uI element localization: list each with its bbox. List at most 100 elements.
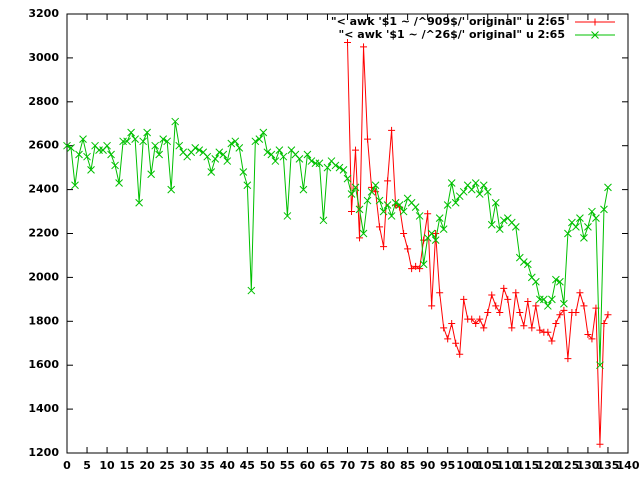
y-tick-label: 1200: [28, 446, 59, 459]
point: [447, 179, 456, 187]
point: [352, 146, 360, 154]
point: [211, 155, 220, 163]
x-tick-label: 75: [360, 459, 375, 472]
point: [504, 295, 512, 303]
point: [536, 326, 544, 334]
point: [456, 350, 464, 358]
point: [556, 311, 564, 319]
point: [139, 137, 147, 146]
x-tick-label: 65: [320, 459, 335, 472]
point: [347, 190, 356, 198]
point: [528, 324, 536, 332]
point: [255, 135, 264, 143]
point: [215, 148, 224, 157]
point: [411, 203, 420, 212]
point: [379, 207, 388, 216]
point: [544, 302, 552, 310]
point: [576, 289, 584, 297]
point: [371, 181, 380, 190]
point: [123, 137, 131, 146]
point: [271, 157, 280, 165]
point: [219, 150, 228, 159]
point: [372, 188, 380, 196]
point: [360, 43, 368, 51]
point: [231, 137, 240, 146]
y-tick-label: 1800: [28, 314, 59, 327]
y-tick-label: 3000: [28, 51, 59, 64]
point: [511, 223, 520, 231]
point: [243, 181, 252, 190]
x-tick-label: 70: [340, 459, 356, 472]
point: [395, 201, 404, 209]
point: [415, 212, 424, 220]
x-tick-label: 95: [440, 459, 455, 472]
point: [131, 135, 139, 143]
x-tick-label: 90: [420, 459, 436, 472]
point: [363, 196, 372, 205]
x-tick-label: 20: [139, 459, 155, 472]
point: [492, 302, 500, 310]
point: [356, 234, 364, 242]
x-tick-label: 10: [99, 459, 115, 472]
x-tick-label: 110: [496, 459, 519, 472]
point: [496, 309, 504, 317]
point: [408, 265, 416, 273]
series-line: [66, 121, 609, 366]
x-tick-label: 15: [119, 459, 134, 472]
point: [355, 205, 364, 214]
x-tick-label: 5: [83, 459, 91, 472]
point: [600, 319, 608, 327]
point: [344, 39, 351, 47]
point: [259, 128, 268, 137]
point: [159, 135, 168, 143]
point: [380, 243, 388, 251]
point: [319, 216, 328, 225]
point: [508, 324, 516, 332]
point: [431, 236, 440, 244]
point: [596, 440, 604, 448]
point: [472, 319, 480, 327]
point: [539, 295, 548, 304]
point: [480, 324, 488, 332]
point: [592, 214, 600, 222]
point: [479, 181, 488, 190]
legend-label: "< awk '$1 ~ /^26$/' original" u 2:65: [339, 28, 565, 41]
point: [572, 309, 580, 317]
y-tick-label: 2200: [28, 227, 59, 240]
x-tick-label: 0: [63, 459, 71, 472]
point: [295, 155, 304, 163]
point: [167, 185, 176, 194]
point: [63, 141, 71, 150]
point: [499, 216, 508, 225]
point: [471, 179, 480, 187]
point: [339, 165, 348, 174]
point: [451, 198, 460, 207]
x-tick-label: 60: [300, 459, 316, 472]
point: [103, 141, 111, 150]
point: [512, 289, 520, 297]
point: [428, 302, 436, 310]
x-tick-label: 85: [400, 459, 415, 472]
point: [427, 229, 436, 238]
point: [596, 361, 604, 370]
point: [552, 275, 560, 284]
point: [400, 230, 408, 237]
point: [87, 165, 95, 174]
legend-marker: [591, 31, 599, 39]
point: [432, 230, 440, 237]
point: [491, 198, 500, 207]
point: [548, 295, 556, 304]
point: [532, 302, 540, 310]
point: [383, 201, 392, 209]
point: [500, 284, 508, 292]
point: [127, 128, 135, 137]
point: [163, 137, 172, 146]
point: [584, 223, 592, 231]
y-tick-label: 1600: [28, 358, 59, 371]
point: [548, 337, 556, 345]
point: [476, 315, 484, 323]
point: [588, 335, 596, 343]
x-tick-label: 105: [476, 459, 499, 472]
y-tick-label: 1400: [28, 402, 59, 415]
